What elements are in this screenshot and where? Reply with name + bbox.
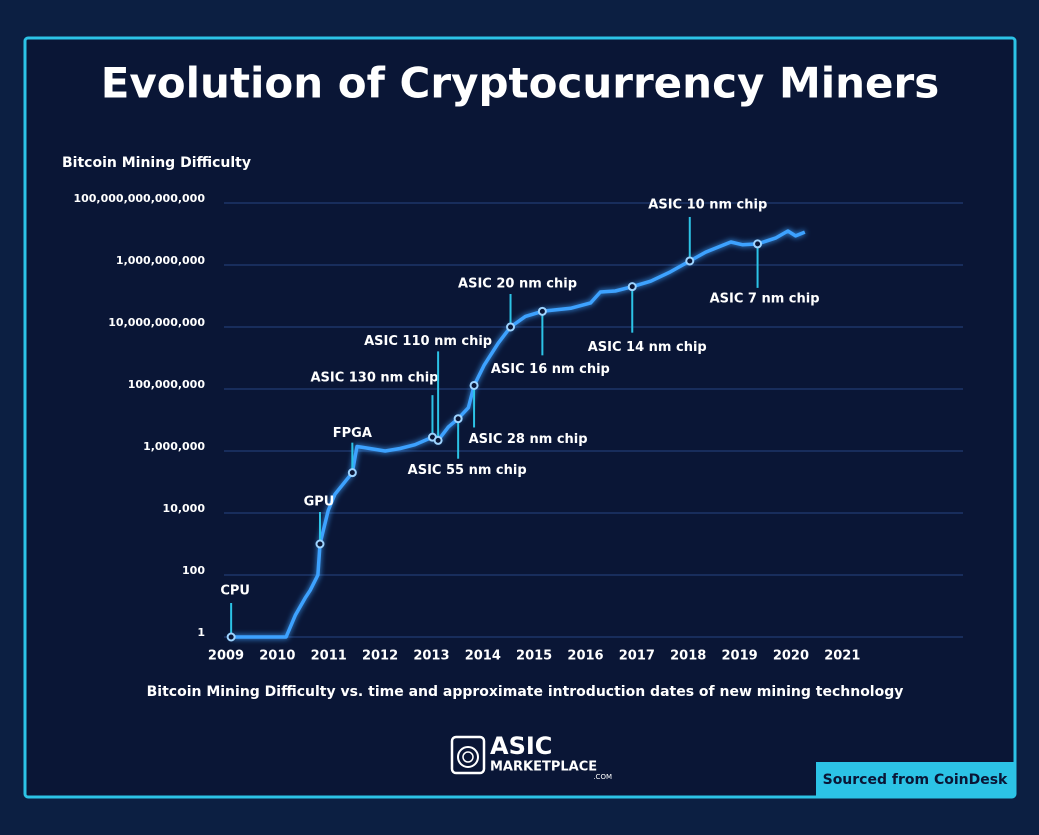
y-tick-label: 100,000,000,000,000: [73, 192, 205, 205]
annotation-label: ASIC 55 nm chip: [408, 463, 527, 478]
x-tick-label: 2020: [773, 649, 809, 664]
annotation-marker: [453, 414, 463, 424]
annotation-label: FPGA: [333, 426, 372, 441]
x-tick-label: 2009: [208, 649, 244, 664]
y-tick-label: 10,000: [163, 502, 206, 515]
annotation-marker: [315, 539, 325, 549]
brand-logo: ASIC MARKETPLACE .COM: [450, 732, 612, 781]
logo-fan-core: [462, 751, 474, 763]
source-box: [816, 762, 1014, 797]
annotation-marker: [469, 380, 479, 390]
x-tick-label: 2011: [311, 649, 347, 664]
annotation-label: ASIC 28 nm chip: [469, 432, 588, 447]
y-tick-label: 100,000,000: [128, 378, 206, 391]
x-tick-label: 2013: [413, 649, 449, 664]
annotation-label: ASIC 10 nm chip: [648, 197, 767, 212]
annotation-label: CPU: [220, 584, 250, 599]
annotation-label: ASIC 14 nm chip: [588, 340, 707, 355]
brand-sub: MARKETPLACE: [490, 760, 597, 775]
panel: [23, 36, 1017, 799]
annotation-label: ASIC 130 nm chip: [310, 371, 438, 386]
annotation-marker: [347, 468, 357, 478]
x-tick-label: 2018: [670, 649, 706, 664]
annotation-label: GPU: [304, 495, 335, 510]
y-tick-label: 1,000,000,000: [116, 254, 205, 267]
caption: Bitcoin Mining Difficulty vs. time and a…: [147, 684, 904, 700]
annotation-label: ASIC 20 nm chip: [458, 277, 577, 292]
annotation-marker: [537, 306, 547, 316]
logo-icon: [450, 735, 486, 775]
data-line: [231, 229, 806, 639]
y-tick-label: 10,000,000,000: [108, 316, 205, 329]
x-tick-label: 2012: [362, 649, 398, 664]
y-tick-label: 100: [182, 564, 205, 577]
x-tick-label: 2019: [721, 649, 757, 664]
annotation-marker: [627, 282, 637, 292]
x-tick-label: 2021: [824, 649, 860, 664]
brand-domain: .COM: [593, 773, 612, 781]
x-tick-label: 2016: [567, 649, 603, 664]
brand-name: ASIC: [490, 732, 552, 760]
chart-title: Evolution of Cryptocurrency Miners: [101, 59, 940, 108]
annotation-marker: [753, 239, 763, 249]
annotation-label: ASIC 110 nm chip: [364, 334, 492, 349]
source: Sourced from CoinDesk: [823, 772, 1008, 788]
annotation-label: ASIC 7 nm chip: [710, 291, 820, 306]
x-tick-label: 2015: [516, 649, 552, 664]
annotation-marker: [685, 256, 695, 266]
annotation-marker: [226, 632, 236, 642]
y-tick-label: 1,000,000: [143, 440, 205, 453]
annotation-label: ASIC 16 nm chip: [491, 362, 610, 377]
x-tick-label: 2014: [465, 649, 501, 664]
x-tick-label: 2010: [259, 649, 295, 664]
y-tick-label: 1: [197, 626, 205, 639]
annotation-marker: [433, 435, 443, 445]
y-axis-label: Bitcoin Mining Difficulty: [62, 155, 251, 171]
logo-fan: [457, 746, 479, 768]
x-tick-label: 2017: [619, 649, 655, 664]
annotation-marker: [506, 322, 516, 332]
